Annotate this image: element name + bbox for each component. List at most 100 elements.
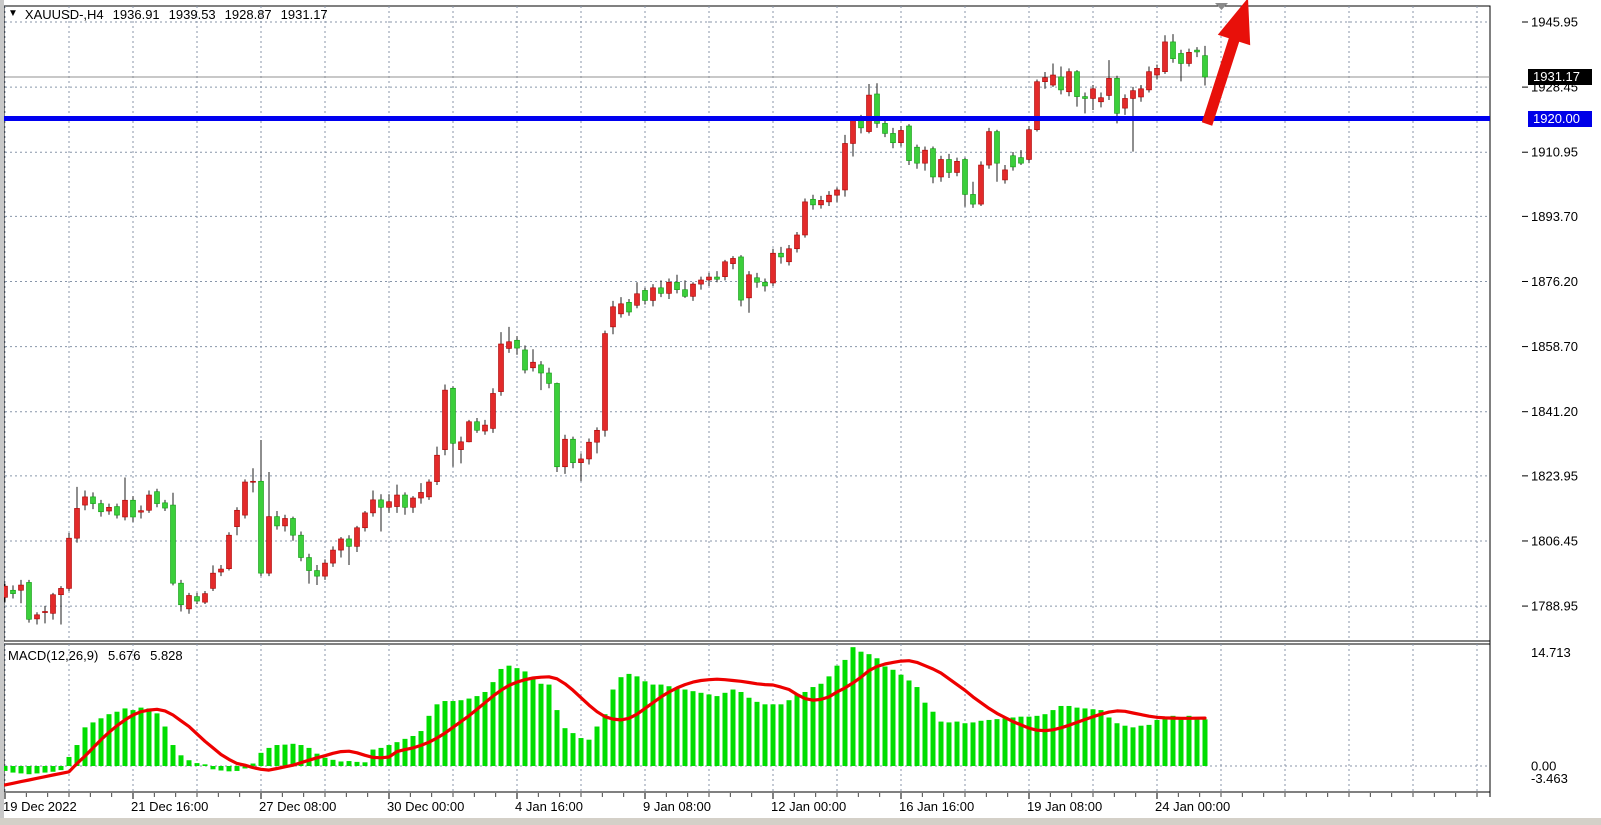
macd-axis[interactable]: 14.713 0.00-3.463 <box>1531 645 1571 786</box>
bear-candle <box>1194 49 1200 53</box>
bear-candle <box>402 494 408 508</box>
bull-candle <box>922 149 928 164</box>
macd-bar <box>138 707 144 766</box>
macd-bar <box>594 726 600 766</box>
bull-candle <box>986 131 992 166</box>
macd-histogram <box>2 647 1208 775</box>
macd-bar <box>322 757 328 766</box>
macd-bar <box>514 668 520 766</box>
macd-bar <box>330 759 336 766</box>
bear-candle <box>626 302 632 313</box>
macd-bar <box>74 745 80 766</box>
bull-candle <box>898 130 904 144</box>
time-axis-label: 30 Dec 00:00 <box>387 799 464 814</box>
bear-candle <box>994 131 1000 164</box>
macd-bar <box>770 704 776 766</box>
bull-candle <box>850 119 856 144</box>
macd-bar <box>1154 719 1160 766</box>
bull-candle <box>394 494 400 507</box>
bull-candle <box>1154 68 1160 76</box>
macd-bar <box>218 766 224 771</box>
scroll-to-end-marker-icon[interactable] <box>1215 3 1228 10</box>
macd-bar <box>122 708 128 766</box>
bear-candle <box>778 252 784 258</box>
bull-candle <box>106 507 112 512</box>
bear-candle <box>570 438 576 463</box>
symbol-dropdown-icon[interactable]: ▼ <box>8 8 18 19</box>
bull-candle <box>1162 41 1168 72</box>
macd-bar <box>98 718 104 766</box>
bull-candle <box>410 497 416 508</box>
bear-candle <box>170 504 176 584</box>
bull-candle <box>698 279 704 285</box>
price-axis-label: 1910.95 <box>1531 145 1578 160</box>
bear-candle <box>26 582 32 620</box>
macd-bar <box>882 666 888 766</box>
bull-candle <box>506 341 512 349</box>
time-axis-label: 24 Jan 00:00 <box>1155 799 1230 814</box>
macd-bar <box>722 692 728 766</box>
macd-bar <box>554 710 560 766</box>
bear-candle <box>130 499 136 518</box>
bear-candle <box>114 506 120 516</box>
bull-candle <box>978 164 984 205</box>
macd-bar <box>682 689 688 766</box>
bull-candle <box>610 306 616 328</box>
macd-bar <box>2 766 8 771</box>
price-axis-label: 1893.70 <box>1531 209 1578 224</box>
bull-candle <box>802 201 808 236</box>
macd-bar <box>26 766 32 775</box>
macd-bar <box>450 701 456 766</box>
time-axis-label: 27 Dec 08:00 <box>259 799 336 814</box>
macd-bar <box>34 766 40 774</box>
macd-bar <box>634 676 640 766</box>
bull-candle <box>498 343 504 392</box>
macd-bar <box>50 766 56 772</box>
bull-candle <box>338 538 344 551</box>
bear-candle <box>658 287 664 294</box>
macd-bar <box>858 651 864 766</box>
bear-candle <box>450 387 456 444</box>
hline-price-tag[interactable]: 1920.00 <box>1528 110 1592 127</box>
bull-candle <box>1106 78 1112 96</box>
macd-bar <box>434 704 440 766</box>
macd-bar <box>90 722 96 766</box>
macd-bar <box>410 735 416 766</box>
macd-bar <box>786 700 792 766</box>
time-axis[interactable]: 19 Dec 2022 21 Dec 16:00 27 Dec 08:00 30 De… <box>3 793 1478 814</box>
bull-candle <box>42 611 48 613</box>
macd-indicator-label: MACD(12,26,9) 5.676 5.828 <box>8 648 189 663</box>
bull-candle <box>578 458 584 463</box>
bear-candle <box>154 491 160 504</box>
macd-bar <box>602 714 608 766</box>
window-left-edge <box>0 0 4 825</box>
macd-bar <box>1098 710 1104 766</box>
bull-candle <box>1138 88 1144 98</box>
macd-bar <box>162 726 168 766</box>
price-axis-label: 1823.95 <box>1531 468 1578 483</box>
macd-name: MACD(12,26,9) <box>8 648 99 663</box>
bull-candle <box>82 496 88 506</box>
macd-bar <box>994 719 1000 766</box>
bear-candle <box>906 125 912 161</box>
macd-bar <box>490 682 496 766</box>
bull-candle <box>490 393 496 429</box>
bear-candle <box>1082 96 1088 99</box>
macd-bar <box>642 681 648 766</box>
bear-candle <box>194 596 200 602</box>
macd-bar <box>538 683 544 766</box>
bull-candle <box>730 258 736 264</box>
macd-bar <box>234 766 240 771</box>
bear-candle <box>258 480 264 574</box>
price-axis[interactable]: 1945.951928.451910.951893.701876.201858.… <box>1522 15 1578 614</box>
bull-candle <box>938 159 944 178</box>
buy-signal-arrow[interactable] <box>1201 0 1251 126</box>
macd-bar <box>930 711 936 766</box>
macd-bar <box>866 654 872 766</box>
bull-candle <box>266 516 272 574</box>
price-axis-label: 1841.20 <box>1531 404 1578 419</box>
bear-candle <box>1202 55 1208 78</box>
bull-candle <box>322 562 328 577</box>
